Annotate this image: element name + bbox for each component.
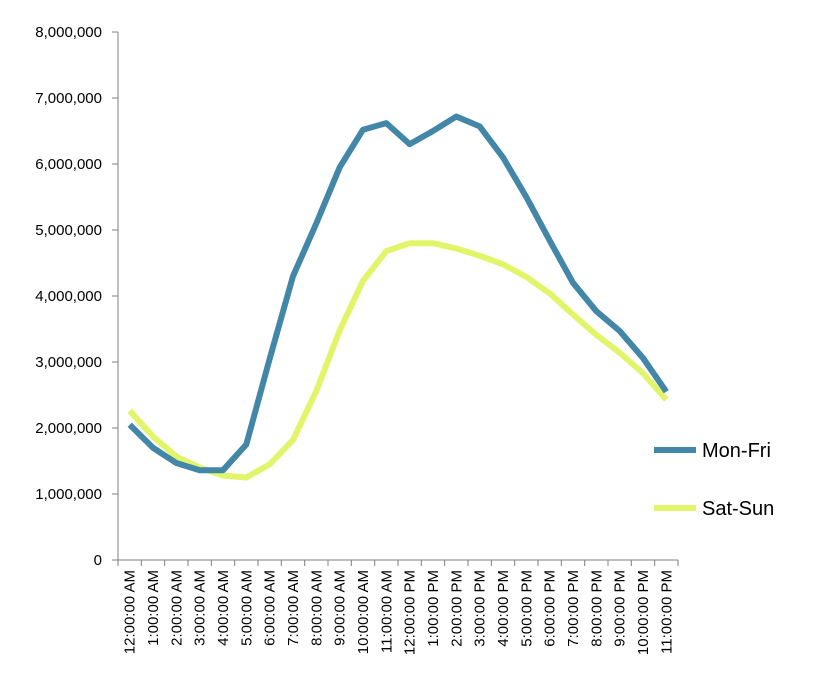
y-tick-label: 8,000,000 <box>35 24 102 41</box>
x-tick-label: 5:00:00 PM <box>518 570 535 647</box>
x-axis: 12:00:00 AM 1:00:00 AM 2:00:00 AM 3:00:00 A… <box>117 559 679 655</box>
x-tick-label: 10:00:00 AM <box>355 570 372 654</box>
x-tick-label: 11:00:00 AM <box>378 570 395 653</box>
x-tick-label: 11:00:00 PM <box>658 570 675 654</box>
y-axis: 0 1,000,000 2,000,000 3,000,000 4,000,000 5,0… <box>35 24 119 569</box>
series-line-sat-sun <box>127 240 669 481</box>
y-tick-label: 4,000,000 <box>35 288 102 305</box>
series-line-mon-fri <box>127 113 669 474</box>
x-tick-label: 9:00:00 AM <box>332 570 349 646</box>
x-tick-label: 4:00:00 PM <box>495 570 512 647</box>
y-tick-label: 2,000,000 <box>35 420 102 437</box>
x-tick-label: 9:00:00 PM <box>612 570 629 647</box>
legend-label: Sat-Sun <box>702 498 774 520</box>
series-lines <box>127 113 669 481</box>
legend: Mon-Fri Sat-Sun <box>654 440 774 520</box>
y-tick-label: 5,000,000 <box>35 222 102 239</box>
y-tick-label: 3,000,000 <box>35 354 102 371</box>
x-tick-label: 8:00:00 AM <box>308 570 325 646</box>
x-tick-label: 7:00:00 PM <box>565 570 582 647</box>
x-tick-label: 1:00:00 AM <box>145 570 162 646</box>
x-tick-label: 2:00:00 PM <box>448 570 465 647</box>
y-tick-label: 0 <box>94 552 102 569</box>
y-tick-label: 6,000,000 <box>35 156 102 173</box>
x-tick-label: 4:00:00 AM <box>215 570 232 646</box>
x-tick-label: 3:00:00 AM <box>192 570 209 646</box>
x-tick-label: 1:00:00 PM <box>425 570 442 647</box>
x-tick-label: 12:00:00 AM <box>122 570 139 654</box>
x-tick-label: 10:00:00 PM <box>635 570 652 655</box>
y-tick-label: 7,000,000 <box>35 90 102 107</box>
x-tick-label: 12:00:00 PM <box>402 570 419 655</box>
x-tick-label: 5:00:00 AM <box>238 570 255 646</box>
y-tick-label: 1,000,000 <box>35 486 102 503</box>
legend-label: Mon-Fri <box>702 440 771 462</box>
x-tick-label: 6:00:00 AM <box>262 570 279 646</box>
x-tick-label: 6:00:00 PM <box>542 570 559 647</box>
x-tick-label: 7:00:00 AM <box>285 570 302 646</box>
x-tick-label: 8:00:00 PM <box>588 570 605 647</box>
x-tick-label: 2:00:00 AM <box>168 570 185 646</box>
x-tick-label: 3:00:00 PM <box>472 570 489 647</box>
